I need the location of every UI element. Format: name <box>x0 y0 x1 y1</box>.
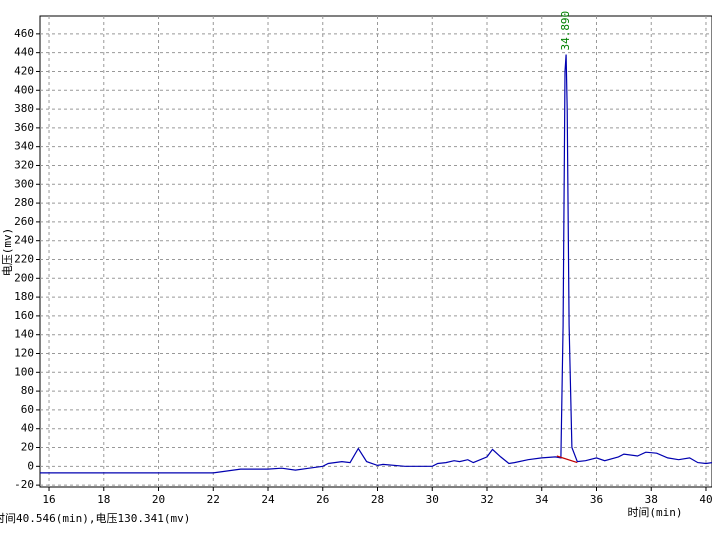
y-tick-label: 100 <box>14 365 34 378</box>
y-tick-label: 160 <box>14 309 34 322</box>
x-tick-label: 32 <box>480 493 493 506</box>
y-tick-label: 200 <box>14 271 34 284</box>
x-tick-label: 28 <box>371 493 384 506</box>
peak-label: 34.890 <box>559 11 572 51</box>
x-tick-label: 40 <box>699 493 712 506</box>
y-tick-label: 20 <box>21 441 34 454</box>
x-tick-label: 16 <box>42 493 55 506</box>
y-tick-label: 60 <box>21 403 34 416</box>
y-tick-label: 360 <box>14 121 34 134</box>
y-tick-label: 380 <box>14 102 34 115</box>
y-tick-label: 400 <box>14 83 34 96</box>
status-text: 时间40.546(min),电压130.341(mv) <box>0 512 190 525</box>
y-tick-label: 420 <box>14 64 34 77</box>
y-tick-label: 0 <box>27 459 34 472</box>
y-tick-label: 460 <box>14 27 34 40</box>
x-tick-label: 34 <box>535 493 549 506</box>
x-axis-label: 时间(min) <box>627 506 682 519</box>
x-tick-label: 20 <box>152 493 165 506</box>
x-tick-label: 18 <box>97 493 110 506</box>
plot-frame <box>39 15 712 488</box>
y-tick-label: 300 <box>14 177 34 190</box>
x-tick-label: 36 <box>590 493 603 506</box>
baseline <box>556 455 578 464</box>
y-tick-label: 320 <box>14 158 34 171</box>
y-tick-label: 120 <box>14 347 34 360</box>
y-tick-label: 440 <box>14 46 34 59</box>
y-tick-label: -20 <box>14 478 34 491</box>
x-tick-label: 30 <box>426 493 439 506</box>
x-tick-label: 38 <box>645 493 658 506</box>
y-tick-label: 40 <box>21 422 34 435</box>
x-tick-label: 22 <box>207 493 220 506</box>
y-tick-label: 280 <box>14 196 34 209</box>
data-line <box>40 54 712 474</box>
x-tick-label: 24 <box>261 493 275 506</box>
x-tick-label: 26 <box>316 493 329 506</box>
y-tick-label: 140 <box>14 328 34 341</box>
y-tick-label: 180 <box>14 290 34 303</box>
y-tick-label: 340 <box>14 140 34 153</box>
y-tick-label: 240 <box>14 234 34 247</box>
y-tick-label: 220 <box>14 252 34 265</box>
y-tick-label: 260 <box>14 215 34 228</box>
y-axis-label: 电压(mv) <box>1 228 14 277</box>
y-tick-label: 80 <box>21 384 34 397</box>
